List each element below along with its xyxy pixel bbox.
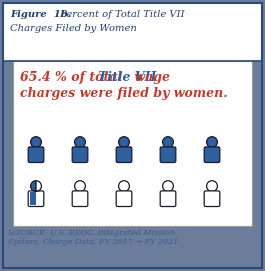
Text: Figure  1b.: Figure 1b.: [10, 10, 71, 19]
Circle shape: [119, 181, 129, 192]
Wedge shape: [36, 181, 41, 192]
Circle shape: [30, 137, 41, 147]
Circle shape: [163, 181, 173, 192]
FancyBboxPatch shape: [72, 191, 88, 207]
Text: Percent of Total Title VII: Percent of Total Title VII: [57, 10, 185, 19]
FancyBboxPatch shape: [72, 147, 88, 163]
FancyBboxPatch shape: [3, 3, 262, 61]
FancyBboxPatch shape: [28, 147, 44, 163]
FancyBboxPatch shape: [204, 191, 220, 207]
FancyBboxPatch shape: [116, 191, 132, 207]
Circle shape: [75, 181, 85, 192]
Text: charges were filed by women.: charges were filed by women.: [20, 87, 228, 100]
Text: Charges Filed by Women: Charges Filed by Women: [10, 24, 137, 33]
Circle shape: [75, 137, 85, 147]
FancyBboxPatch shape: [160, 147, 176, 163]
Text: SOURCE: U.S. EEOC, Integrated Mission
System, Charge Data, FY 2017 → FY 2021.: SOURCE: U.S. EEOC, Integrated Mission Sy…: [8, 229, 181, 246]
Text: Title VII: Title VII: [98, 71, 156, 84]
Text: 65.4 % of total: 65.4 % of total: [20, 71, 126, 84]
Bar: [30, 192, 36, 205]
Text: wage: wage: [130, 71, 170, 84]
Circle shape: [207, 137, 217, 147]
Wedge shape: [30, 181, 36, 192]
Bar: [36, 192, 42, 205]
Circle shape: [163, 137, 173, 147]
FancyBboxPatch shape: [160, 191, 176, 207]
Circle shape: [207, 181, 217, 192]
FancyBboxPatch shape: [116, 147, 132, 163]
FancyBboxPatch shape: [204, 147, 220, 163]
Circle shape: [119, 137, 129, 147]
FancyBboxPatch shape: [13, 61, 252, 226]
